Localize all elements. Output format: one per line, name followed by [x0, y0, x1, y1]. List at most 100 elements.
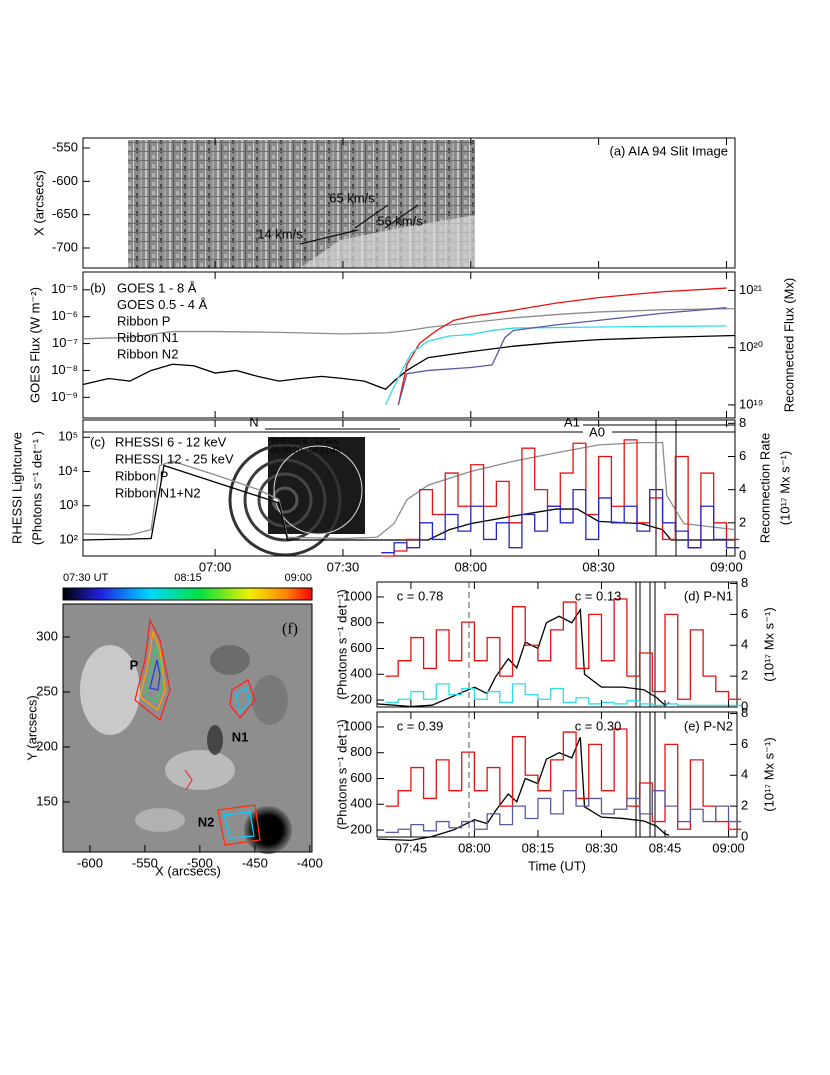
axes-frame: [62, 603, 313, 853]
annotation: c = 0.30: [575, 718, 622, 733]
y-tick-label: 10⁵: [58, 429, 78, 444]
legend-entry: Ribbon P: [115, 468, 168, 483]
y-tick-label: 4: [741, 767, 748, 782]
y-tick-label: 600: [350, 770, 372, 785]
y-tick-label: 10⁻⁶: [51, 308, 78, 323]
y-tick-label: 150: [36, 793, 58, 808]
y-tick-label: 10⁻⁸: [51, 362, 78, 377]
panel-label: (d) P-N1: [684, 588, 733, 603]
annotation: P: [130, 657, 139, 672]
colorbar-label: 08:15: [174, 572, 202, 584]
vertical-markers: [468, 582, 656, 837]
slit-image: [128, 140, 475, 268]
annotation: 56 km/s: [377, 213, 423, 228]
y-tick-label: 1000: [343, 718, 372, 733]
series-line: [385, 598, 742, 700]
y-tick-label: 1000: [343, 588, 372, 603]
y-tick-label: 8: [739, 415, 746, 430]
annotation: N1: [232, 729, 249, 744]
series-line: [385, 683, 742, 707]
colorbar-label: 09:00: [284, 572, 312, 584]
y2-axis-label: Reconnection Rate: [757, 433, 772, 544]
annotation: 65 km/s: [329, 190, 375, 205]
series-line: [82, 464, 735, 541]
legend-entry: RHESSI 6 - 12 keV: [115, 434, 227, 449]
axes-frame: [82, 271, 736, 419]
y-tick-label: -600: [52, 173, 78, 188]
panel-label: (e) P-N2: [684, 718, 733, 733]
series-line: [381, 439, 740, 557]
x-tick-label: 09:00: [712, 840, 745, 855]
y-tick-label: 200: [36, 738, 58, 753]
y-tick-label: 8: [741, 575, 748, 590]
legend-entry: GOES 0.5 - 4 Å: [117, 297, 208, 312]
y-tick-label: 10¹⁹: [739, 396, 763, 411]
annotation: 14 km/s: [257, 226, 303, 241]
panel-label: (b): [90, 280, 106, 295]
inset-label: RHESSI 6 - 12 keV: [271, 437, 340, 446]
y2-axis-label: (10¹⁷ Mx s⁻¹): [761, 607, 776, 681]
x-tick-label: 08:15: [522, 840, 555, 855]
series-line: [381, 489, 740, 554]
annotation: A0: [589, 424, 605, 439]
inset-label: 06:49:20 - 06:51:48: [271, 446, 341, 455]
y-tick-label: 6: [741, 736, 748, 751]
axes-frame: [376, 581, 738, 708]
axes-frame: [376, 711, 738, 838]
axes-frame: [82, 137, 736, 269]
y-axis-label: (Photons s⁻¹ det⁻¹ ): [29, 431, 44, 545]
annotation: c = 0.78: [397, 588, 444, 603]
y-tick-label: 2: [741, 668, 748, 683]
series-line: [376, 737, 670, 842]
y-tick-label: -700: [52, 239, 78, 254]
legend-entry: Ribbon P: [117, 313, 170, 328]
series-line: [385, 790, 742, 834]
x-tick-label: -600: [77, 855, 103, 870]
rhessi-inset: [228, 437, 365, 557]
axes-frame: [82, 419, 736, 557]
x-tick-label: 09:00: [710, 559, 743, 574]
y-tick-label: 400: [350, 666, 372, 681]
y-tick-label: 0: [741, 698, 748, 713]
y-tick-label: -650: [52, 206, 78, 221]
legend-entry: Ribbon N1+N2: [115, 485, 201, 500]
y-tick-label: 10⁻⁷: [52, 335, 78, 350]
y-axis-label: (Photons s⁻¹ det⁻¹): [334, 719, 349, 830]
legend-entry: RHESSI 12 - 25 keV: [115, 451, 234, 466]
y-tick-label: 10³: [59, 497, 78, 512]
y-tick-label: 10²¹: [739, 282, 763, 297]
x-tick-label: -550: [132, 855, 158, 870]
annotation: N2: [198, 814, 215, 829]
x-tick-label: -400: [297, 855, 323, 870]
annotation: c = 0.39: [397, 718, 444, 733]
y-tick-label: 10⁴: [58, 463, 78, 478]
y-tick-label: 6: [739, 448, 746, 463]
panel-label: (c): [90, 434, 105, 449]
y2-axis-label: (10¹⁷ Mx s⁻¹): [761, 737, 776, 811]
y-tick-label: 2: [741, 798, 748, 813]
x-axis-label: X (arcsecs): [155, 863, 221, 878]
legend-entry: Ribbon N1: [117, 330, 178, 345]
panel-title: (a) AIA 94 Slit Image: [609, 143, 728, 158]
x-tick-label: 08:30: [582, 559, 615, 574]
x-tick-label: -500: [187, 855, 213, 870]
x-tick-label: 07:00: [199, 559, 232, 574]
y-tick-label: 10²: [59, 531, 78, 546]
y-tick-label: 10⁻⁹: [51, 389, 78, 404]
y-tick-label: 4: [741, 637, 748, 652]
y-axis-label: (Photons s⁻¹ det⁻¹): [334, 589, 349, 700]
legend-entry: Ribbon N2: [117, 346, 178, 361]
y-tick-label: 800: [350, 614, 372, 629]
y-tick-label: 10⁻⁵: [51, 281, 78, 296]
y-tick-label: 600: [350, 640, 372, 655]
y-axis-label: Y (arcsecs): [24, 695, 39, 761]
series-line: [384, 325, 727, 406]
colorbar-label: 07:30 UT: [63, 572, 109, 584]
y-tick-label: 6: [741, 606, 748, 621]
series-line: [82, 334, 736, 390]
x-tick-label: 08:00: [455, 559, 488, 574]
y-tick-label: 0: [739, 547, 746, 562]
y-tick-label: 300: [36, 628, 58, 643]
annotation: N: [249, 414, 258, 429]
